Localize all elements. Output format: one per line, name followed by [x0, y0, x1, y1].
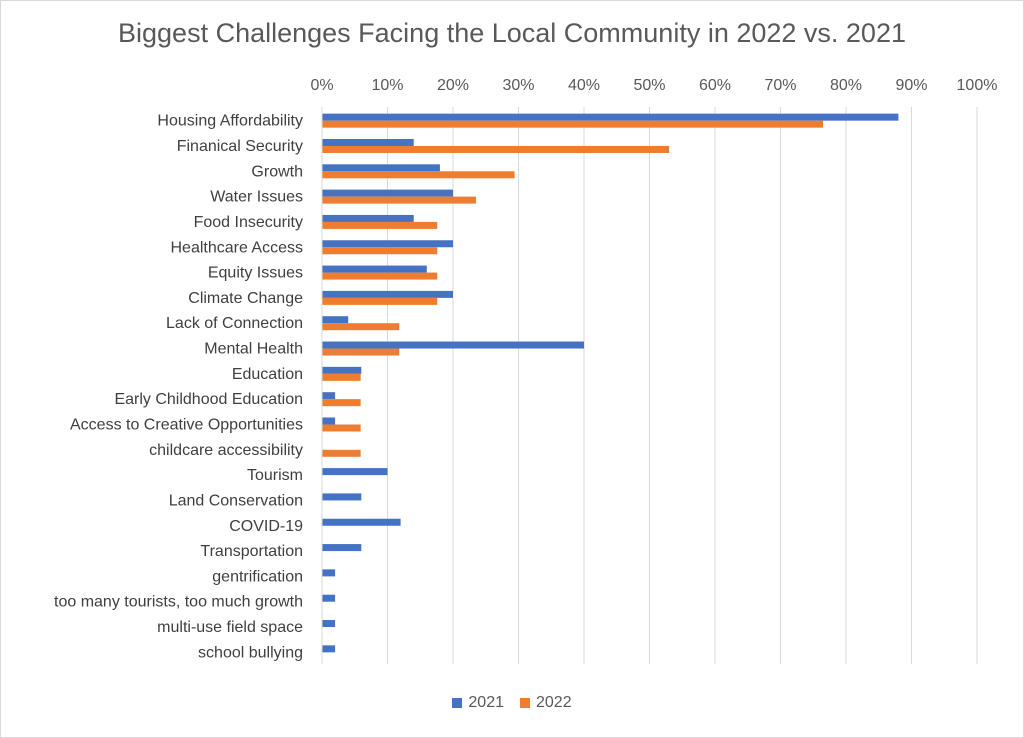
bar-2022: [322, 424, 361, 432]
bar-2021: [322, 594, 336, 602]
x-tick-label: 0%: [310, 77, 333, 94]
category-label: Finanical Security: [177, 138, 303, 155]
bar-2022: [322, 373, 361, 381]
bar-2022: [322, 196, 476, 204]
bar-2021: [322, 265, 427, 273]
category-label: Food Insecurity: [194, 214, 303, 231]
x-tick-label: 20%: [437, 77, 469, 94]
bar-2022: [322, 348, 400, 356]
bar-2021: [322, 569, 336, 577]
bar-2021: [322, 214, 414, 222]
bar-2022: [322, 145, 670, 153]
bar-2022: [322, 297, 438, 305]
x-tick-label: 30%: [502, 77, 534, 94]
category-label: Equity Issues: [208, 265, 303, 282]
category-label: multi-use field space: [157, 619, 303, 636]
bar-2021: [322, 645, 336, 653]
category-label: gentrification: [212, 568, 303, 585]
legend-swatch-2021: [452, 698, 463, 708]
category-label: Mental Health: [204, 341, 303, 358]
bar-2021: [322, 113, 899, 121]
category-label: Tourism: [247, 467, 303, 484]
x-tick-label: 70%: [764, 77, 796, 94]
category-label: Early Childhood Education: [114, 391, 303, 408]
bar-2021: [322, 341, 584, 349]
bar-2021: [322, 468, 388, 476]
bar-2022: [322, 247, 438, 255]
category-label: Growth: [251, 163, 303, 180]
bar-2021: [322, 392, 336, 400]
bar-2022: [322, 171, 515, 179]
bar-2021: [322, 493, 362, 501]
legend-label-2021: 2021: [468, 694, 504, 711]
x-tick-label: 50%: [633, 77, 665, 94]
category-label: childcare accessibility: [149, 442, 303, 459]
category-label: Land Conservation: [169, 492, 303, 509]
category-label: Access to Creative Opportunities: [70, 416, 303, 433]
category-label: Lack of Connection: [166, 315, 303, 332]
x-tick-label: 90%: [895, 77, 927, 94]
x-tick-label: 100%: [957, 77, 998, 94]
bar-2021: [322, 138, 414, 146]
x-tick-label: 80%: [830, 77, 862, 94]
legend-item-2022: 2022: [520, 694, 572, 712]
x-tick-label: 60%: [699, 77, 731, 94]
bar-2021: [322, 544, 362, 552]
chart-title: Biggest Challenges Facing the Local Comm…: [118, 18, 906, 48]
bar-2022: [322, 323, 400, 331]
bar-2021: [322, 316, 349, 324]
bar-2022: [322, 449, 361, 457]
category-label: school bullying: [198, 644, 303, 661]
category-label: Education: [232, 366, 303, 383]
bar-2021: [322, 189, 453, 197]
bar-2022: [322, 272, 438, 280]
category-label: Housing Affordability: [157, 113, 303, 130]
bar-2021: [322, 290, 453, 298]
chart-legend: 2021 2022: [0, 694, 1024, 712]
bar-2021: [322, 164, 440, 172]
bar-2021: [322, 366, 362, 374]
category-label: Water Issues: [210, 189, 303, 206]
legend-label-2022: 2022: [536, 694, 572, 711]
bar-2022: [322, 399, 361, 407]
legend-item-2021: 2021: [452, 694, 504, 712]
bar-2022: [322, 221, 438, 229]
legend-swatch-2022: [520, 698, 530, 708]
category-label: too many tourists, too much growth: [54, 594, 303, 611]
category-label: Healthcare Access: [170, 239, 303, 256]
category-label: Climate Change: [188, 290, 303, 307]
bar-2021: [322, 417, 336, 425]
bar-2021: [322, 240, 453, 248]
x-tick-label: 40%: [568, 77, 600, 94]
x-tick-label: 10%: [371, 77, 403, 94]
category-label: Transportation: [200, 543, 303, 560]
bar-2021: [322, 620, 336, 628]
bar-2022: [322, 120, 824, 128]
bar-2021: [322, 518, 401, 526]
category-label: COVID-19: [229, 518, 303, 535]
